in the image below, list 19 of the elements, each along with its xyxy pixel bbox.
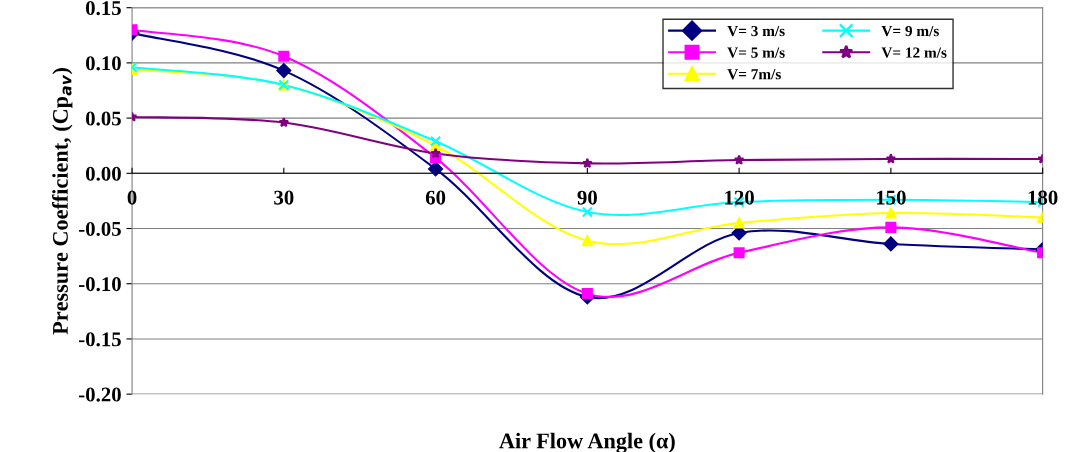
legend-label: V= 9 m/s — [881, 25, 939, 37]
x-tick-label: 180 — [1028, 190, 1058, 205]
y-tick-label: -0.20 — [79, 387, 121, 402]
y-axis-title: Pressure Coefficient, (Cp$_{av}$) — [52, 68, 73, 335]
legend-label: V= 3 m/s — [727, 25, 785, 37]
y-tick-label: -0.10 — [79, 277, 121, 292]
y-tick-label: -0.15 — [79, 332, 121, 347]
x-tick-label: 90 — [577, 190, 597, 205]
legend-label: V= 12 m/s — [881, 47, 947, 58]
legend-label: V= 5 m/s — [727, 47, 785, 58]
legend-label: V= 7m/s — [727, 69, 781, 80]
x-tick-label: 0 — [127, 190, 137, 205]
y-tick-label: 0.05 — [85, 111, 121, 126]
x-tick-label: 30 — [274, 190, 294, 205]
x-tick-label: 60 — [425, 190, 446, 205]
y-tick-label: 0.00 — [85, 166, 121, 181]
y-tick-label: 0.15 — [85, 1, 121, 16]
y-tick-label: 0.10 — [85, 56, 121, 71]
y-tick-label: -0.05 — [79, 221, 121, 237]
